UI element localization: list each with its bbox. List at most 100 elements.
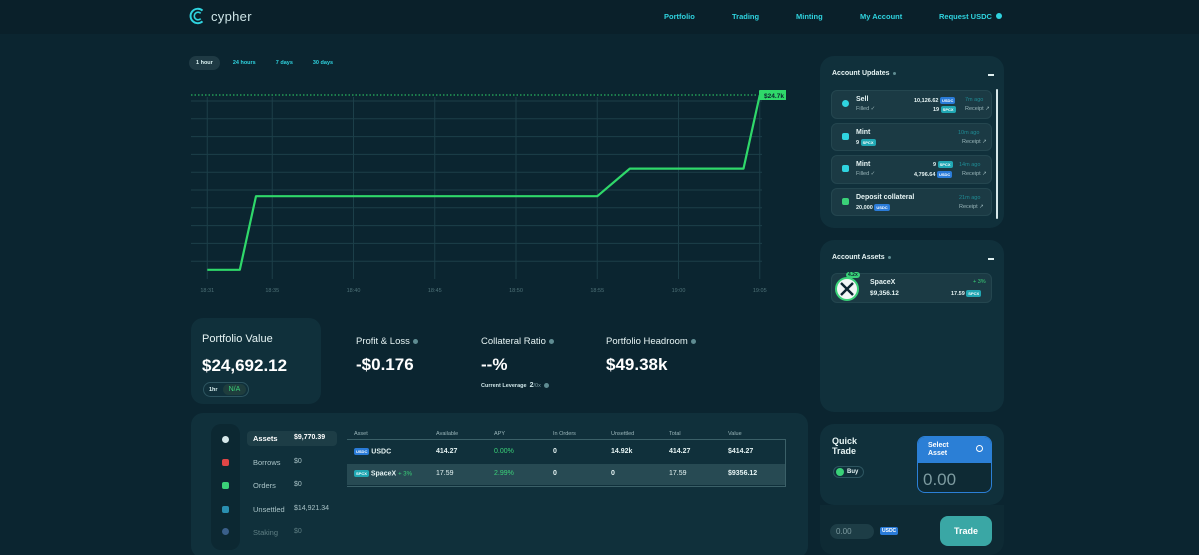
cypher-logo-icon <box>189 7 204 25</box>
select-asset-button[interactable]: Select Asset <box>918 437 991 463</box>
spacex-logo-icon <box>835 277 859 301</box>
info-icon[interactable] <box>887 255 891 259</box>
receipt-link[interactable]: Receipt ↗ <box>965 106 990 112</box>
update-amount: 20,000 USDC <box>856 204 890 211</box>
asset-item-spacex[interactable]: 4.2x SpaceX $9,356.12 + 3% 17.59 SPCX <box>831 272 992 303</box>
update-item-mint[interactable]: Mint 9 SPCX 10m ago Receipt ↗ <box>831 123 992 151</box>
update-time: 7m ago <box>965 97 984 103</box>
unsettled-cell: 14.92k <box>611 448 633 455</box>
pie-chart-icon <box>222 436 229 443</box>
info-icon[interactable] <box>892 71 896 75</box>
info-icon[interactable] <box>412 338 418 344</box>
category-staking-value: $0 <box>294 528 302 535</box>
usdc-badge: USDC <box>354 448 370 455</box>
current-value-badge <box>759 90 786 100</box>
x-tick-label: 18:55 <box>590 288 604 294</box>
portfolio-value: $24,692.12 <box>202 356 288 375</box>
x-tick-label: 18:40 <box>347 288 361 294</box>
portfolio-value-label: Portfolio Value <box>202 333 273 345</box>
portfolio-value-chart[interactable]: 18:31 18:35 18:40 18:45 18:50 18:55 19:00 19:05… <box>186 84 786 304</box>
select-asset-box[interactable]: Select Asset 0.00 <box>917 436 992 493</box>
period-change-pill: 1hr N/A <box>203 382 250 397</box>
category-staking-label[interactable]: Staking <box>253 528 279 537</box>
apy-cell: 2.99% <box>494 470 514 477</box>
unsettled-cell: 0 <box>611 470 615 477</box>
info-icon[interactable] <box>548 338 554 344</box>
table-bottom-divider <box>347 486 786 487</box>
current-value-label: $24.7k <box>764 93 784 100</box>
receipt-link[interactable]: Receipt ↗ <box>959 204 984 210</box>
total-cell: 17.59 <box>669 470 687 477</box>
tab-30-days[interactable]: 30 days <box>312 60 334 66</box>
update-title: Deposit collateral <box>856 194 915 201</box>
asset-name: SpaceX <box>870 279 896 286</box>
staking-icon <box>222 528 229 535</box>
wallet-icon <box>222 459 229 466</box>
pay-amount-input[interactable]: 0.00 <box>830 524 874 539</box>
x-tick-label: 18:35 <box>265 288 279 294</box>
x-tick-label: 18:31 <box>200 288 214 294</box>
asset-cell: USDC USDC <box>354 448 392 456</box>
update-amount: 9 SPCX <box>856 139 876 146</box>
category-assets-value: $9,770.39 <box>294 434 326 441</box>
collapse-updates-icon[interactable] <box>988 74 994 76</box>
x-tick-label: 18:45 <box>428 288 442 294</box>
col-apy: APY <box>494 431 506 437</box>
value-cell: $414.27 <box>728 448 754 455</box>
nav-minting[interactable]: Minting <box>796 12 823 21</box>
update-title: Sell <box>856 96 869 103</box>
category-borrows-value: $0 <box>294 458 302 465</box>
collateral-ratio-value: --% <box>481 355 508 374</box>
tab-24-hours[interactable]: 24 hours <box>232 60 256 66</box>
nav-portfolio[interactable]: Portfolio <box>664 12 695 21</box>
updates-scrollbar[interactable] <box>996 89 998 219</box>
update-item-sell[interactable]: Sell Filled ✓ 10,126.62 USDC 19 SPCX 7m … <box>831 90 992 119</box>
buy-toggle[interactable]: Buy <box>833 466 865 478</box>
trade-button[interactable]: Trade <box>940 516 992 546</box>
available-cell: 414.27 <box>436 448 458 455</box>
update-time: 21m ago <box>959 195 981 201</box>
category-assets-label[interactable]: Assets <box>253 434 278 443</box>
info-icon[interactable] <box>690 338 696 344</box>
col-in-orders: In Orders <box>553 431 576 437</box>
receipt-link[interactable]: Receipt ↗ <box>962 171 987 177</box>
orders-cell: 0 <box>553 470 557 477</box>
update-item-deposit[interactable]: Deposit collateral 20,000 USDC 21m ago R… <box>831 188 992 216</box>
tab-1-hour[interactable]: 1 hour <box>189 56 220 70</box>
update-item-mint[interactable]: Mint Filled ✓ 9 SPCX 4,796.64 USDC 14m a… <box>831 155 992 184</box>
table-row[interactable]: SPCX SpaceX + 3% 17.59 2.99% 0 0 17.59 $… <box>347 464 786 485</box>
receive-amount[interactable]: 0.00 <box>923 470 957 489</box>
category-icon-strip <box>211 424 240 550</box>
tab-7-days[interactable]: 7 days <box>275 60 293 66</box>
deposit-icon <box>842 198 849 205</box>
apy-cell: 0.00% <box>494 448 514 455</box>
category-orders-label[interactable]: Orders <box>253 481 276 490</box>
update-time: 14m ago <box>959 162 981 168</box>
collapse-assets-icon[interactable] <box>988 258 994 260</box>
collateral-ratio-label: Collateral Ratio <box>481 336 554 347</box>
receipt-link[interactable]: Receipt ↗ <box>962 139 987 145</box>
account-assets-card <box>820 240 1004 412</box>
col-asset: Asset <box>354 431 368 437</box>
update-amount: 19 SPCX <box>933 106 956 113</box>
account-assets-title: Account Assets <box>832 254 891 261</box>
nav-my-account[interactable]: My Account <box>860 12 903 21</box>
info-icon[interactable] <box>543 383 549 389</box>
asset-cell: SPCX SpaceX + 3% <box>354 470 412 478</box>
period-change: N/A <box>222 384 247 395</box>
logo[interactable]: cypher <box>189 7 252 25</box>
unsettled-icon <box>222 506 229 513</box>
category-assets-active[interactable] <box>247 431 337 446</box>
x-tick-label: 18:50 <box>509 288 523 294</box>
update-amount: 9 SPCX <box>933 161 953 168</box>
nav-request-usdc[interactable]: Request USDC <box>939 12 992 21</box>
category-borrows-label[interactable]: Borrows <box>253 458 281 467</box>
category-unsettled-value: $14,921.34 <box>294 505 330 512</box>
pnl-value: -$0.176 <box>356 355 414 374</box>
category-unsettled-label[interactable]: Unsettled <box>253 505 285 514</box>
nav-trading[interactable]: Trading <box>732 12 760 21</box>
buy-icon <box>836 468 844 476</box>
update-title: Mint <box>856 129 871 136</box>
table-row[interactable]: USDC USDC 414.27 0.00% 0 14.92k 414.27 $… <box>347 442 786 463</box>
table-right-divider <box>785 440 786 487</box>
